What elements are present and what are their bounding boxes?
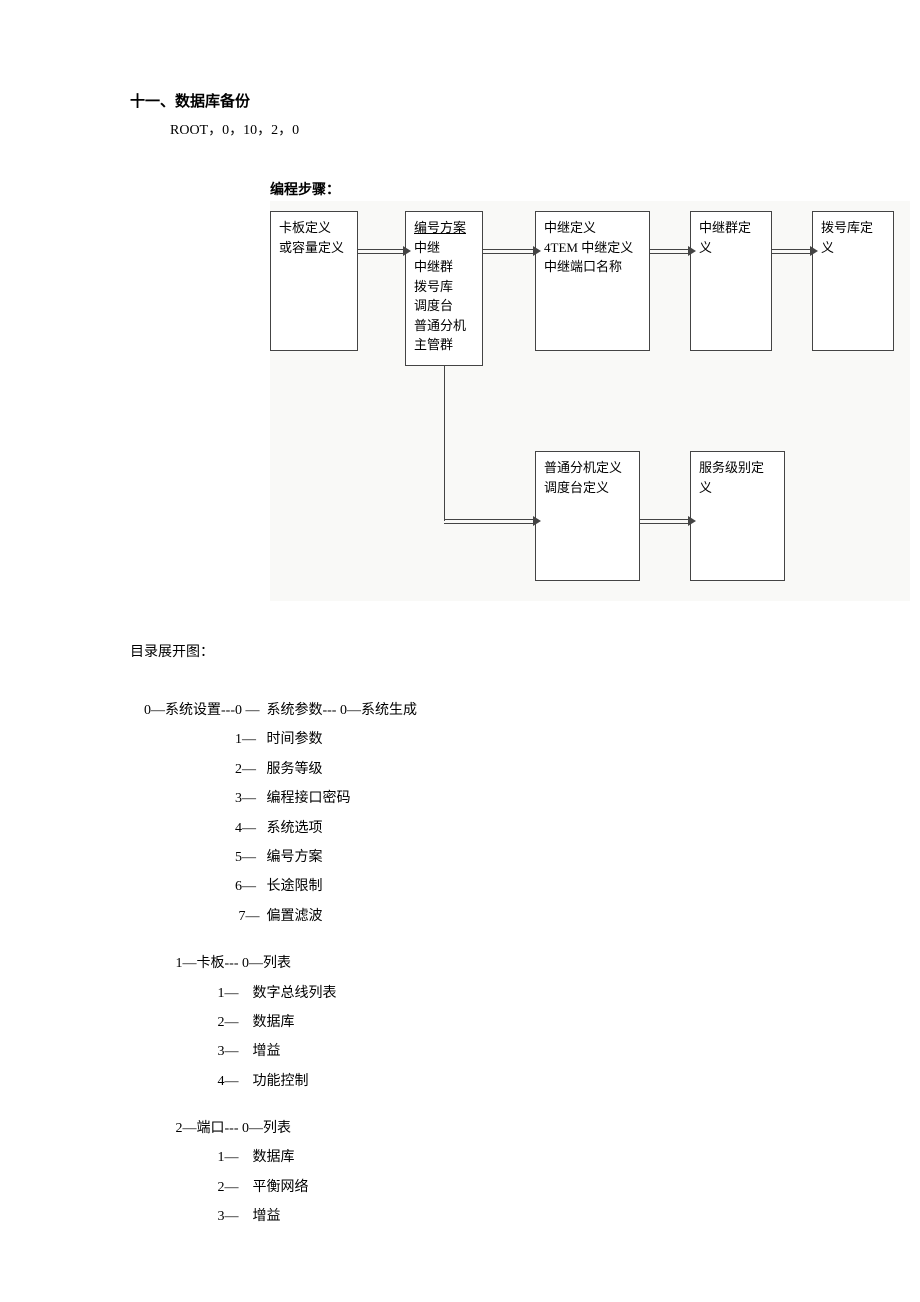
section-title: 十一、数据库备份 [130, 90, 790, 111]
flowchart-node-box4: 中继群定义 [690, 211, 772, 351]
directory-item: 3— 增益 [130, 1037, 790, 1066]
directory-body: 0—系统设置---0 — 系统参数--- 0—系统生成 1— 时间参数 2— 服… [130, 696, 790, 1232]
flowchart-node-line: 中继端口名称 [544, 257, 641, 277]
directory-item: 2— 平衡网络 [130, 1173, 790, 1202]
flowchart-edge-line [444, 523, 535, 524]
flowchart-node-line: 调度台定义 [544, 478, 631, 498]
directory-item: 3— 编程接口密码 [130, 784, 790, 813]
arrow-right-icon [810, 246, 818, 256]
directory-head: 1—卡板--- 0—列表 [130, 949, 790, 978]
directory-item: 1— 数据库 [130, 1143, 790, 1172]
arrow-right-icon [403, 246, 411, 256]
flowchart-node-line: 卡板定义 [279, 218, 349, 238]
flowchart-edge-line [640, 523, 690, 524]
directory-item: 5— 编号方案 [130, 843, 790, 872]
flowchart-node-box3: 中继定义4TEM 中继定义中继端口名称 [535, 211, 650, 351]
directory-head: 2—端口--- 0—列表 [130, 1114, 790, 1143]
directory-title: 目录展开图： [130, 641, 790, 661]
root-line: ROOT，0，10，2，0 [170, 119, 790, 139]
flowchart-node-line: 或容量定义 [279, 238, 349, 258]
flowchart-node-line: 中继定义 [544, 218, 641, 238]
flowchart-edge-line [772, 253, 812, 254]
flowchart-node-line: 调度台 [414, 296, 474, 316]
directory-block: 1—卡板--- 0—列表 1— 数字总线列表 2— 数据库 3— 增益 4— 功… [130, 949, 790, 1096]
arrow-right-icon [688, 246, 696, 256]
flowchart-edge-line [444, 519, 535, 520]
flowchart-node-box7: 服务级别定义 [690, 451, 785, 581]
flowchart-node-line: 拨号库定义 [821, 218, 885, 257]
flowchart-edge-line [358, 249, 405, 250]
arrow-right-icon [533, 246, 541, 256]
page-content: 十一、数据库备份 ROOT，0，10，2，0 编程步骤： 卡板定义或容量定义编号… [0, 0, 920, 1232]
flowchart-node-box1: 卡板定义或容量定义 [270, 211, 358, 351]
flowchart-edge-line [640, 519, 690, 520]
flowchart-node-line: 4TEM 中继定义 [544, 238, 641, 258]
directory-section: 目录展开图： 0—系统设置---0 — 系统参数--- 0—系统生成 1— 时间… [130, 641, 790, 1232]
directory-item: 2— 服务等级 [130, 755, 790, 784]
flowchart-node-line: 服务级别定义 [699, 458, 776, 497]
flowchart-edge-line [483, 249, 535, 250]
directory-item: 1— 数字总线列表 [130, 979, 790, 1008]
directory-block: 0—系统设置---0 — 系统参数--- 0—系统生成 1— 时间参数 2— 服… [130, 696, 790, 931]
flowchart-node-line: 普通分机定义 [544, 458, 631, 478]
flowchart-node-line: 拨号库 [414, 277, 474, 297]
flowchart-edge-line [650, 249, 690, 250]
flowchart-node-line: 中继群定义 [699, 218, 763, 257]
steps-label: 编程步骤： [270, 179, 790, 199]
flowchart-node-line: 普通分机 [414, 316, 474, 336]
arrow-right-icon [688, 516, 696, 526]
directory-item: 3— 增益 [130, 1202, 790, 1231]
flowchart-node-line: 编号方案 [414, 218, 474, 238]
flowchart-edge-line [444, 366, 445, 521]
directory-head: 0—系统设置---0 — 系统参数--- 0—系统生成 [130, 696, 790, 725]
arrow-right-icon [533, 516, 541, 526]
flowchart-node-box2: 编号方案中继中继群拨号库调度台普通分机主管群 [405, 211, 483, 366]
directory-item: 7— 偏置滤波 [130, 902, 790, 931]
directory-item: 4— 功能控制 [130, 1067, 790, 1096]
flowchart-node-line: 中继群 [414, 257, 474, 277]
directory-item: 1— 时间参数 [130, 725, 790, 754]
directory-item: 4— 系统选项 [130, 814, 790, 843]
flowchart-edge-line [483, 253, 535, 254]
directory-block: 2—端口--- 0—列表 1— 数据库 2— 平衡网络 3— 增益 [130, 1114, 790, 1232]
directory-item: 6— 长途限制 [130, 872, 790, 901]
flowchart-node-box6: 普通分机定义调度台定义 [535, 451, 640, 581]
flowchart-edge-line [650, 253, 690, 254]
flowchart-edge-line [772, 249, 812, 250]
flowchart-diagram: 卡板定义或容量定义编号方案中继中继群拨号库调度台普通分机主管群中继定义4TEM … [270, 201, 910, 601]
flowchart-node-line: 主管群 [414, 335, 474, 355]
flowchart-node-line: 中继 [414, 238, 474, 258]
flowchart-node-box5: 拨号库定义 [812, 211, 894, 351]
directory-item: 2— 数据库 [130, 1008, 790, 1037]
flowchart-edge-line [358, 253, 405, 254]
